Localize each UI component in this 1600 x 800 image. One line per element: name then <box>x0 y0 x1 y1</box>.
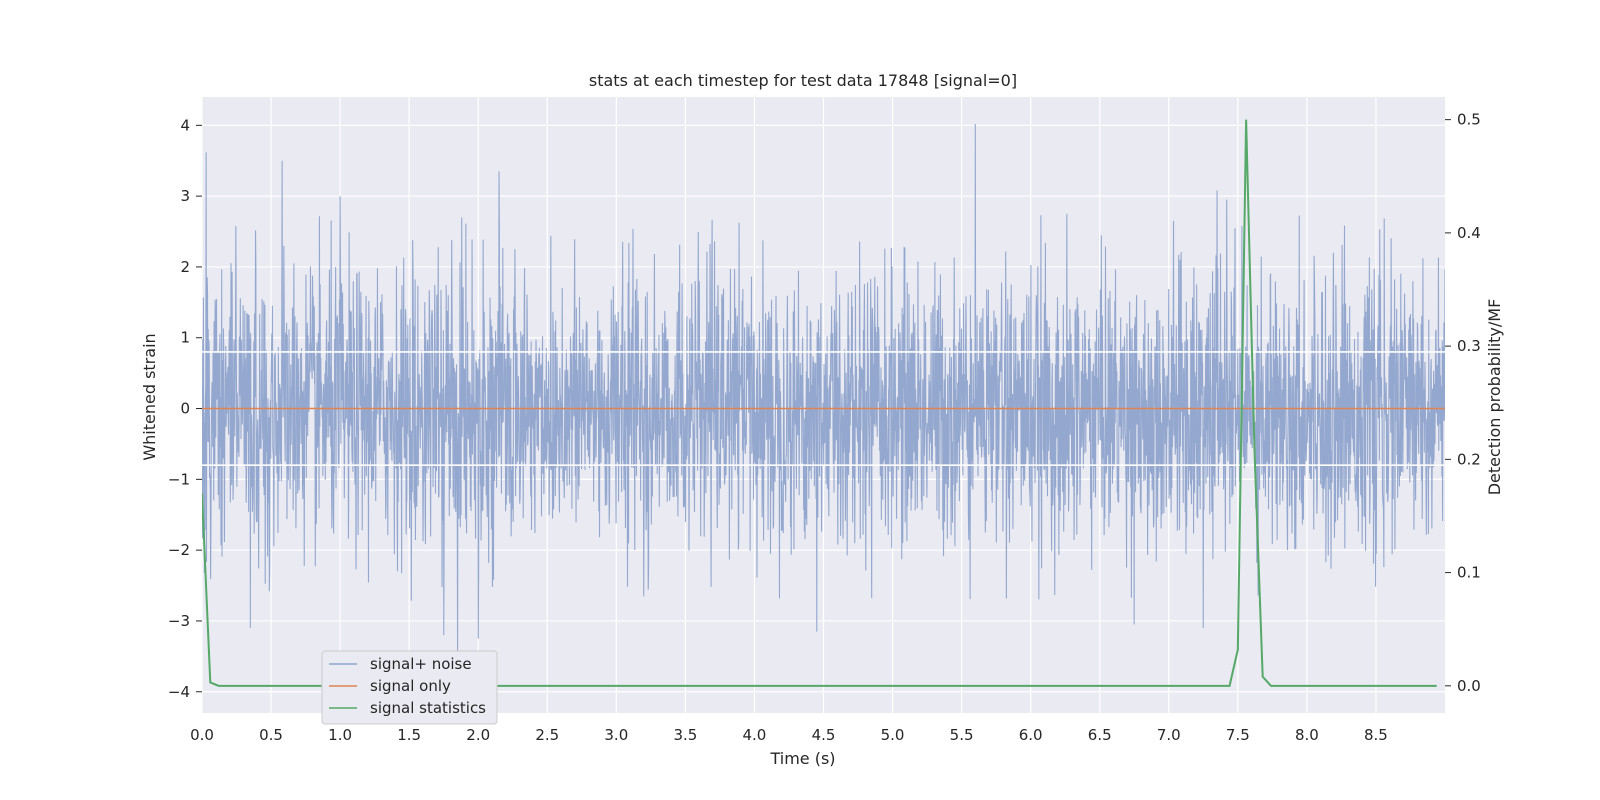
x-axis-title: Time (s) <box>769 749 835 768</box>
y2-tick-label: 0.3 <box>1457 337 1481 355</box>
x-tick-label: 6.5 <box>1088 726 1112 744</box>
x-tick-label: 6.0 <box>1019 726 1043 744</box>
x-tick-label: 5.0 <box>881 726 905 744</box>
x-tick-label: 5.5 <box>950 726 974 744</box>
x-axis-ticks: 0.0 0.5 1.0 1.5 2.0 2.5 3.0 3.5 4.0 4.5 5.0 5.5 6.0 6… <box>190 726 1388 744</box>
x-tick-label: 4.5 <box>812 726 836 744</box>
legend: signal+ noise signal only signal statist… <box>321 650 498 725</box>
series-signal-plus-noise <box>202 123 1445 657</box>
x-tick-label: 8.5 <box>1364 726 1388 744</box>
y-tick-label: 1 <box>180 329 190 347</box>
legend-label-signal-plus-noise: signal+ noise <box>370 655 472 673</box>
line-signal-statistics <box>202 119 1437 687</box>
y-tick-label: 2 <box>180 258 190 276</box>
y2-axis-title: Detection probability/MF <box>1485 299 1504 496</box>
legend-box <box>321 650 498 725</box>
x-tick-label: 3.5 <box>673 726 697 744</box>
y2-tick-label: 0.5 <box>1457 111 1481 129</box>
y-tick-label: 0 <box>180 400 190 418</box>
y-tick-label: −1 <box>168 470 190 488</box>
x-tick-label: 4.0 <box>743 726 767 744</box>
chart-title: stats at each timestep for test data 178… <box>589 71 1017 90</box>
y-tick-label: 3 <box>180 187 190 205</box>
x-tick-label: 1.5 <box>397 726 421 744</box>
x-tick-label: 2.5 <box>535 726 559 744</box>
y2-tick-label: 0.1 <box>1457 564 1481 582</box>
y2-tick-label: 0.4 <box>1457 224 1481 242</box>
x-tick-label: 2.0 <box>466 726 490 744</box>
x-tick-label: 1.0 <box>328 726 352 744</box>
x-tick-label: 0.0 <box>190 726 214 744</box>
y2-axis-ticks: 0.0 0.1 0.2 0.3 0.4 0.5 <box>1445 111 1481 695</box>
legend-label-signal-only: signal only <box>370 677 451 695</box>
y2-tick-label: 0.2 <box>1457 450 1481 468</box>
y-axis-ticks: −4 −3 −2 −1 0 1 2 3 4 <box>168 116 202 701</box>
x-tick-label: 7.0 <box>1157 726 1181 744</box>
x-tick-label: 8.0 <box>1295 726 1319 744</box>
legend-label-signal-statistics: signal statistics <box>370 699 486 717</box>
y2-tick-label: 0.0 <box>1457 677 1481 695</box>
x-tick-label: 7.5 <box>1226 726 1250 744</box>
y-tick-label: −4 <box>168 683 190 701</box>
x-tick-label: 0.5 <box>259 726 283 744</box>
series-signal-statistics <box>202 119 1437 687</box>
y-axis-title: Whitened strain <box>140 333 159 460</box>
y-tick-label: −2 <box>168 541 190 559</box>
y-tick-label: −3 <box>168 612 190 630</box>
line-signal-plus-noise <box>202 123 1445 657</box>
y-tick-label: 4 <box>180 116 190 134</box>
x-tick-label: 3.0 <box>604 726 628 744</box>
